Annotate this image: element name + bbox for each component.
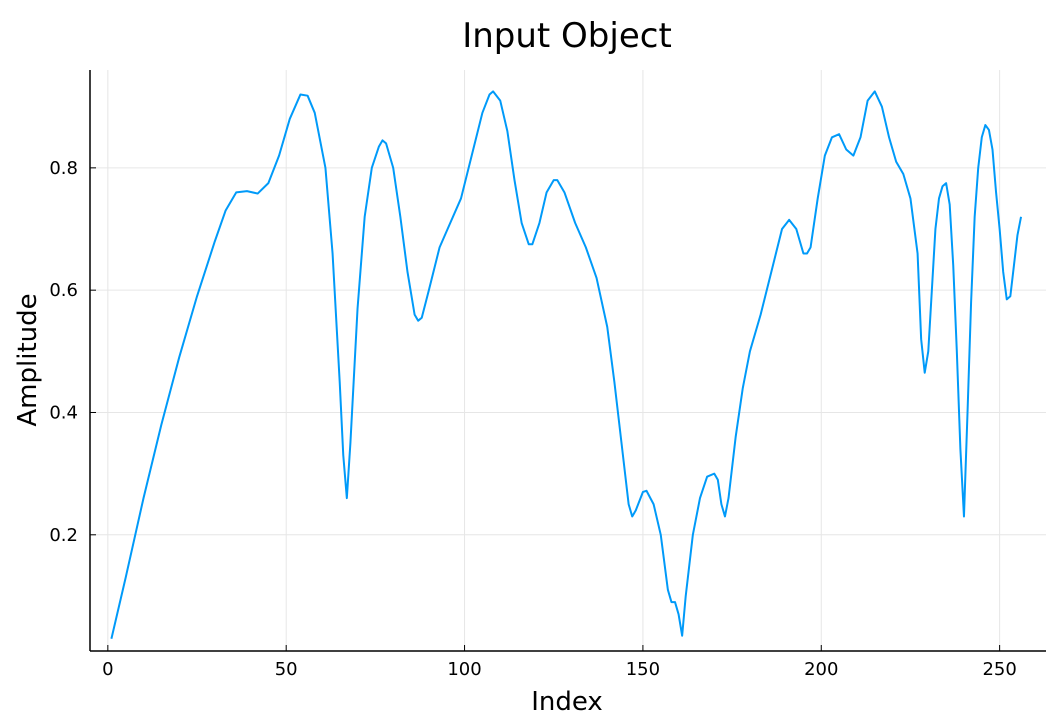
x-tick-label-4: 200 — [804, 659, 838, 680]
axes — [89, 70, 1046, 652]
x-tick-label-5: 250 — [982, 659, 1016, 680]
ticks: 0 50 100 150 200 250 0.2 0.4 0.6 0.8 — [49, 158, 1016, 680]
grid — [90, 70, 1046, 651]
x-tick-label-2: 100 — [447, 659, 481, 680]
series — [110, 90, 1023, 639]
y-tick-label-3: 0.8 — [49, 158, 78, 179]
series-line-0 — [110, 90, 1023, 639]
x-axis-label: Index — [531, 687, 603, 717]
y-tick-label-2: 0.6 — [49, 280, 78, 301]
x-tick-label-1: 50 — [275, 659, 298, 680]
chart-title: Input Object — [462, 16, 672, 56]
y-tick-label-1: 0.4 — [49, 402, 78, 423]
x-tick-label-3: 150 — [626, 659, 660, 680]
y-tick-label-0: 0.2 — [49, 525, 78, 546]
y-axis-label: Amplitude — [13, 293, 43, 426]
x-tick-label-0: 0 — [102, 659, 113, 680]
